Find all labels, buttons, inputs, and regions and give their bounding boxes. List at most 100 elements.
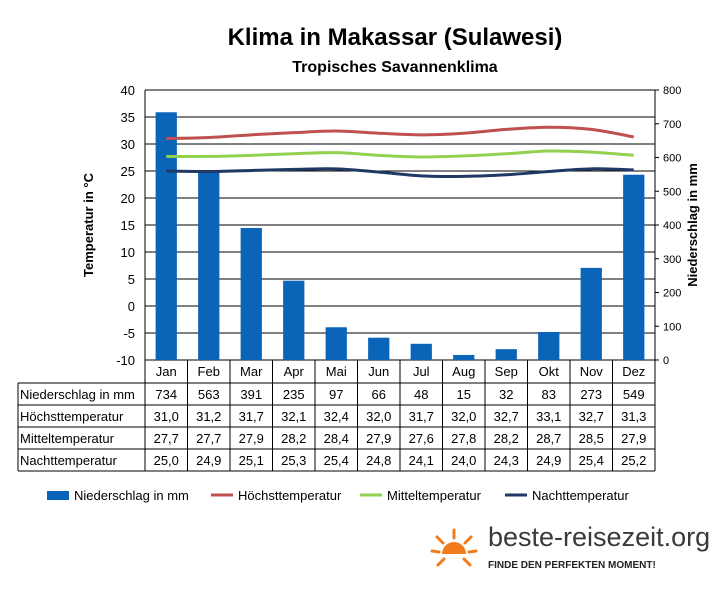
series-line <box>166 149 634 159</box>
bar <box>495 349 517 360</box>
table-cell: 28,2 <box>281 431 306 446</box>
table-cell: 28,7 <box>536 431 561 446</box>
y-left-tick-label: 5 <box>128 272 135 287</box>
bar <box>453 354 475 360</box>
table-cell: 32,0 <box>451 409 476 424</box>
table-cell: 32,1 <box>281 409 306 424</box>
table-cell: 27,8 <box>451 431 476 446</box>
legend-label: Höchsttemperatur <box>238 488 342 503</box>
table-cell: 32 <box>499 387 513 402</box>
brand-name: beste-reisezeit.org <box>488 522 711 552</box>
bar <box>155 112 177 361</box>
x-tick-label: Okt <box>539 364 560 379</box>
bar <box>410 343 432 360</box>
table-cell: 549 <box>623 387 645 402</box>
x-tick-label: Dez <box>622 364 645 379</box>
bar <box>240 228 262 360</box>
y-left-tick-label: 10 <box>121 245 135 260</box>
y-right-axis-title: Niederschlag in mm <box>685 163 700 287</box>
bar <box>538 331 560 360</box>
brand-tagline: FINDE DEN PERFEKTEN MOMENT! <box>488 560 656 571</box>
table-cell: 28,2 <box>494 431 519 446</box>
table-cell: 31,7 <box>409 409 434 424</box>
y-left-tick-label: 20 <box>121 191 135 206</box>
table-cell: 83 <box>542 387 556 402</box>
brand-logo: beste-reisezeit.org FINDE DEN PERFEKTEN … <box>430 520 720 590</box>
x-tick-label: Nov <box>580 364 604 379</box>
table-cell: 27,7 <box>196 431 221 446</box>
y-left-tick-label: -5 <box>123 326 135 341</box>
legend-label: Mitteltemperatur <box>387 488 482 503</box>
table-cell: 31,7 <box>239 409 264 424</box>
table-cell: 24,9 <box>536 453 561 468</box>
table-row-label: Mitteltemperatur <box>20 431 115 446</box>
table-cell: 28,4 <box>324 431 349 446</box>
y-left-tick-label: 30 <box>121 137 135 152</box>
table-cell: 24,9 <box>196 453 221 468</box>
y-right-tick-label: 500 <box>663 186 681 198</box>
legend-label: Niederschlag in mm <box>74 488 189 503</box>
table-cell: 32,0 <box>366 409 391 424</box>
x-tick-label: Mar <box>240 364 263 379</box>
table-cell: 24,3 <box>494 453 519 468</box>
table-cell: 25,4 <box>579 453 604 468</box>
y-right-tick-label: 600 <box>663 153 681 165</box>
table-cell: 25,4 <box>324 453 349 468</box>
y-right-tick-label: 200 <box>663 288 681 300</box>
table-cell: 33,1 <box>536 409 561 424</box>
table-cell: 25,2 <box>621 453 646 468</box>
table-cell: 27,7 <box>154 431 179 446</box>
chart-title: Klima in Makassar (Sulawesi) <box>228 24 563 51</box>
table-cell: 27,6 <box>409 431 434 446</box>
y-right-tick-label: 100 <box>663 321 681 333</box>
table-cell: 24,8 <box>366 453 391 468</box>
y-right-tick-label: 400 <box>663 220 681 232</box>
y-left-tick-label: 35 <box>121 110 135 125</box>
table-cell: 25,3 <box>281 453 306 468</box>
table-cell: 27,9 <box>621 431 646 446</box>
y-left-axis-title: Temperatur in °C <box>81 172 96 277</box>
table-cell: 48 <box>414 387 428 402</box>
bar <box>368 337 390 360</box>
table-cell: 734 <box>155 387 177 402</box>
table-cell: 32,7 <box>494 409 519 424</box>
table-cell: 24,0 <box>451 453 476 468</box>
table-cell: 24,1 <box>409 453 434 468</box>
y-right-tick-label: 300 <box>663 254 681 266</box>
table-cell: 235 <box>283 387 305 402</box>
table-cell: 31,0 <box>154 409 179 424</box>
y-left-tick-label: 40 <box>121 83 135 98</box>
y-left-tick-label: 25 <box>121 164 135 179</box>
table-cell: 25,0 <box>154 453 179 468</box>
table-cell: 15 <box>457 387 471 402</box>
table-cell: 27,9 <box>366 431 391 446</box>
legend-swatch <box>47 491 69 500</box>
x-tick-label: Feb <box>198 364 220 379</box>
table-cell: 31,2 <box>196 409 221 424</box>
y-left-tick-label: 0 <box>128 299 135 314</box>
x-tick-label: Sep <box>495 364 518 379</box>
table-row-label: Niederschlag in mm <box>20 387 135 402</box>
table-cell: 27,9 <box>239 431 264 446</box>
series-line <box>166 125 635 141</box>
x-tick-label: Mai <box>326 364 347 379</box>
table-cell: 32,4 <box>324 409 349 424</box>
x-tick-label: Aug <box>452 364 475 379</box>
table-cell: 391 <box>240 387 262 402</box>
x-tick-label: Jun <box>368 364 389 379</box>
table-cell: 28,5 <box>579 431 604 446</box>
sun-icon <box>430 528 478 567</box>
table-row-label: Höchsttemperatur <box>20 409 124 424</box>
y-right-tick-label: 0 <box>663 355 669 367</box>
y-right-tick-label: 700 <box>663 119 681 131</box>
x-tick-label: Jan <box>156 364 177 379</box>
table-cell: 32,7 <box>579 409 604 424</box>
table-cell: 31,3 <box>621 409 646 424</box>
x-tick-label: Apr <box>284 364 305 379</box>
y-left-tick-label: 15 <box>121 218 135 233</box>
series-line <box>166 167 634 178</box>
data-table: Jan Feb Mar Apr Mai Jun Jul Aug Sep Okt Nov Dez Nied… <box>17 360 656 472</box>
chart-subtitle: Tropisches Savannenklima <box>292 59 498 76</box>
bar <box>283 280 305 360</box>
